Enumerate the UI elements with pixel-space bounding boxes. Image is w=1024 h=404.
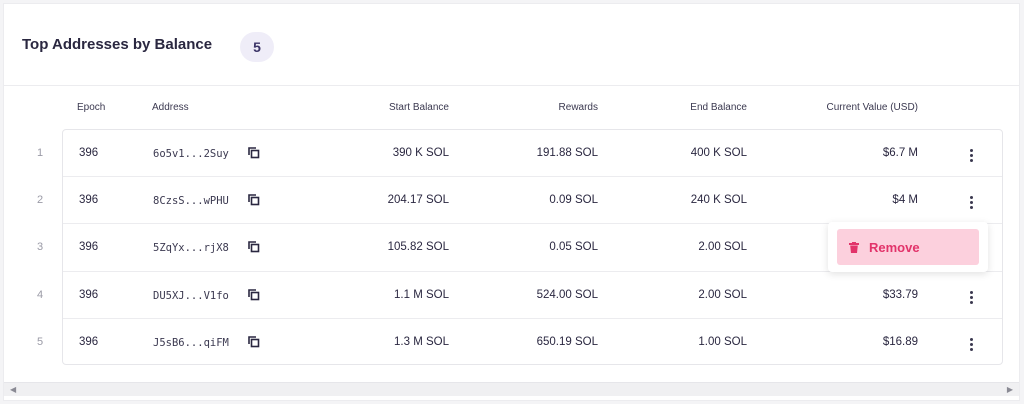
card-header: Top Addresses by Balance 5 xyxy=(4,4,1019,86)
current-value-cell: $33.79 xyxy=(882,289,918,301)
copy-icon[interactable] xyxy=(248,289,260,301)
column-header-epoch: Epoch xyxy=(77,102,106,113)
row-divider xyxy=(63,176,1002,177)
row-index: 2 xyxy=(37,194,44,206)
start-balance-cell: 1.3 M SOL xyxy=(394,336,449,348)
trash-icon xyxy=(849,241,859,253)
rewards-cell: 0.09 SOL xyxy=(549,194,598,206)
card-title: Top Addresses by Balance xyxy=(22,36,213,53)
end-balance-cell: 400 K SOL xyxy=(690,147,747,159)
copy-icon[interactable] xyxy=(248,241,260,253)
column-header-rewards: Rewards xyxy=(558,102,598,113)
start-balance-cell: 1.1 M SOL xyxy=(394,289,449,301)
row-index: 5 xyxy=(37,336,44,348)
row-menu-kebab-icon[interactable] xyxy=(964,147,978,163)
horizontal-scrollbar[interactable]: ◀ ▶ xyxy=(4,382,1019,396)
column-header-start-balance: Start Balance xyxy=(388,102,449,113)
start-balance-cell: 390 K SOL xyxy=(392,147,449,159)
current-value-cell: $4 M xyxy=(892,194,918,206)
count-badge: 5 xyxy=(240,32,274,62)
row-menu-kebab-icon[interactable] xyxy=(964,336,978,352)
address-cell[interactable]: 8CzsS...wPHU xyxy=(153,195,229,207)
address-cell[interactable]: 6o5v1...2Suy xyxy=(153,148,229,160)
column-header-end-balance: End Balance xyxy=(690,102,747,113)
end-balance-cell: 2.00 SOL xyxy=(698,289,747,301)
copy-icon[interactable] xyxy=(248,147,260,159)
column-header-current-value: Current Value (USD) xyxy=(826,102,918,113)
scroll-left-arrow-icon[interactable]: ◀ xyxy=(10,385,17,394)
current-value-cell: $6.7 M xyxy=(882,147,918,159)
row-menu-kebab-icon[interactable] xyxy=(964,194,978,210)
copy-icon[interactable] xyxy=(248,194,260,206)
row-context-menu: Remove xyxy=(828,222,988,272)
remove-menu-item[interactable]: Remove xyxy=(837,229,979,265)
row-index: 1 xyxy=(37,147,44,159)
top-addresses-card: Top Addresses by Balance 5 Epoch Address… xyxy=(3,3,1020,401)
rewards-cell: 0.05 SOL xyxy=(549,241,598,253)
scroll-right-arrow-icon[interactable]: ▶ xyxy=(1006,385,1013,394)
remove-label: Remove xyxy=(869,239,920,255)
start-balance-cell: 204.17 SOL xyxy=(387,194,449,206)
copy-icon[interactable] xyxy=(248,336,260,348)
column-header-address: Address xyxy=(152,102,189,113)
epoch-cell: 396 xyxy=(79,241,99,253)
end-balance-cell: 2.00 SOL xyxy=(698,241,747,253)
address-cell[interactable]: J5sB6...qiFM xyxy=(153,337,229,349)
epoch-cell: 396 xyxy=(79,194,99,206)
row-index: 3 xyxy=(37,241,44,253)
address-cell[interactable]: 5ZqYx...rjX8 xyxy=(153,242,229,254)
rewards-cell: 650.19 SOL xyxy=(536,336,598,348)
end-balance-cell: 240 K SOL xyxy=(690,194,747,206)
row-index: 4 xyxy=(37,289,44,301)
row-menu-kebab-icon[interactable] xyxy=(964,289,978,305)
address-cell[interactable]: DU5XJ...V1fo xyxy=(153,290,229,302)
table-body xyxy=(62,129,1003,365)
epoch-cell: 396 xyxy=(79,147,99,159)
start-balance-cell: 105.82 SOL xyxy=(387,241,449,253)
epoch-cell: 396 xyxy=(79,289,99,301)
end-balance-cell: 1.00 SOL xyxy=(698,336,747,348)
rewards-cell: 524.00 SOL xyxy=(536,289,598,301)
epoch-cell: 396 xyxy=(79,336,99,348)
row-divider xyxy=(63,271,1002,272)
current-value-cell: $16.89 xyxy=(882,336,918,348)
row-divider xyxy=(63,318,1002,319)
rewards-cell: 191.88 SOL xyxy=(536,147,598,159)
row-divider xyxy=(63,223,1002,224)
